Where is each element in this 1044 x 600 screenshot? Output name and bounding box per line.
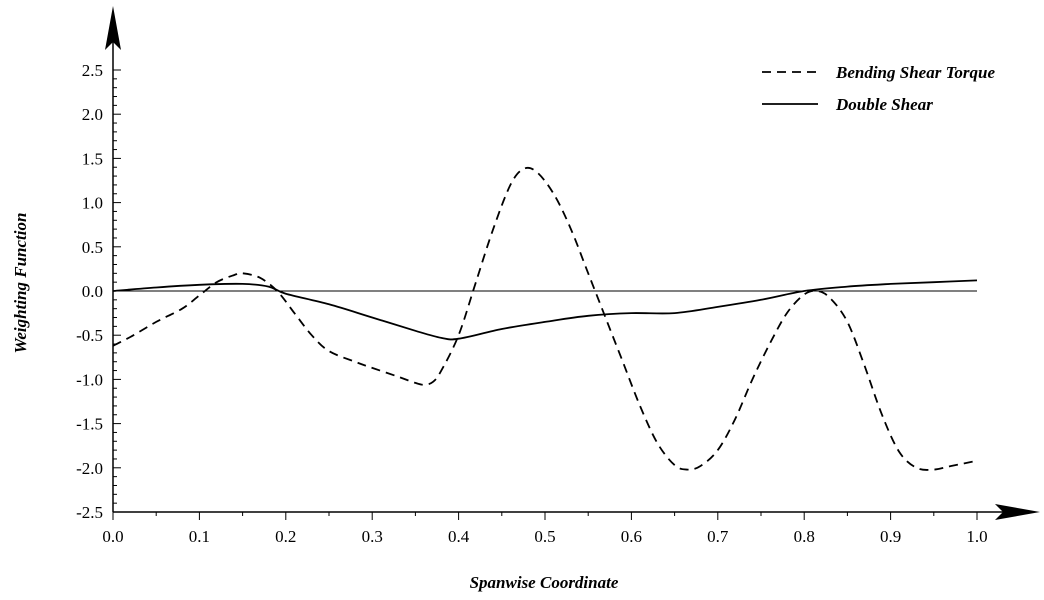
series-line-bending-shear-torque [112,166,978,471]
x-axis-arrow [995,504,1040,520]
y-tick-label: 0.5 [82,238,103,257]
x-axis-title: Spanwise Coordinate [470,573,619,592]
x-tick-label: 0.7 [707,527,729,546]
x-tick-label: 0.9 [880,527,901,546]
y-tick-label: -1.0 [76,370,103,389]
y-tick-label: 2.5 [82,61,103,80]
x-tick-label: 0.6 [621,527,642,546]
x-tick-label: 0.3 [362,527,383,546]
x-tick-label: 0.1 [189,527,210,546]
x-tick-label: 0.4 [448,527,470,546]
y-tick-label: -2.5 [76,503,103,522]
axes [105,6,1040,520]
y-tick-label: 1.5 [82,149,103,168]
y-axis-title: Weighting Function [11,213,30,354]
x-tick-label: 0.5 [534,527,555,546]
y-tick-label: 2.0 [82,105,103,124]
legend-label-double-shear: Double Shear [835,95,933,114]
y-tick-label: -2.0 [76,459,103,478]
legend-label-bending-shear-torque: Bending Shear Torque [835,63,995,82]
ticks: 2.5 2.0 1.5 1.0 0.5 0.0 -0.5 -1.0 -1.5 -2.0 -2.5 0.… [76,61,988,546]
x-tick-label: 0.0 [102,527,123,546]
x-tick-label: 0.8 [794,527,815,546]
y-axis-arrow [105,6,121,50]
y-tick-label: 1.0 [82,194,103,213]
legend: Bending Shear Torque Double Shear [762,63,995,114]
series [112,166,978,471]
y-tick-label: 0.0 [82,282,103,301]
y-tick-label: -1.5 [76,415,103,434]
series-line-double-shear [112,279,978,341]
y-tick-label: -0.5 [76,326,103,345]
x-tick-label: 1.0 [966,527,987,546]
x-tick-label: 0.2 [275,527,296,546]
